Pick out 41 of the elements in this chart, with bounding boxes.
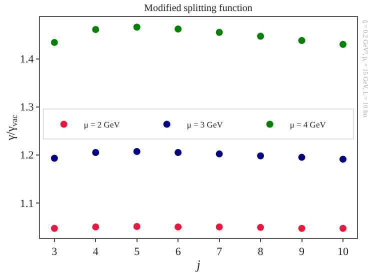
point	[50, 224, 58, 232]
x-tick-label: 3	[52, 246, 58, 258]
point	[257, 152, 264, 160]
legend-label: μ = 2 GeV	[84, 120, 121, 130]
point	[339, 40, 346, 48]
point	[216, 223, 223, 230]
x-tick-label: 9	[299, 246, 306, 258]
point	[92, 26, 100, 33]
point	[174, 148, 182, 156]
point	[298, 224, 306, 232]
point	[133, 222, 140, 230]
point	[50, 154, 58, 162]
point	[216, 150, 223, 158]
x-tick-label: 5	[134, 246, 140, 258]
point	[298, 37, 306, 44]
chart-title: Modified splitting function	[144, 3, 252, 14]
legend-label: μ = 4 GeV	[290, 120, 327, 130]
point	[257, 32, 264, 40]
y-tick-label: 1.3	[20, 102, 34, 114]
point	[339, 224, 346, 232]
point	[50, 38, 58, 46]
x-axis-title: j	[194, 256, 201, 272]
x-tick-label: 4	[92, 246, 99, 258]
point	[133, 148, 140, 156]
point	[92, 223, 100, 230]
point	[92, 148, 100, 156]
y-tick-label: 1.1	[20, 198, 34, 210]
y-tick-label: 1.4	[20, 54, 34, 66]
point	[257, 224, 264, 231]
point	[133, 24, 140, 31]
point	[174, 26, 182, 33]
x-tick-label: 7	[216, 246, 223, 258]
x-tick-label: 10	[337, 246, 349, 258]
point	[174, 223, 182, 230]
x-tick-label: 6	[175, 246, 182, 258]
y-tick-label: 1.2	[20, 150, 34, 162]
point	[298, 154, 306, 161]
point	[216, 28, 223, 36]
point	[339, 156, 346, 163]
x-tick-label: 8	[258, 246, 264, 258]
legend-label: μ = 3 GeV	[186, 120, 224, 130]
